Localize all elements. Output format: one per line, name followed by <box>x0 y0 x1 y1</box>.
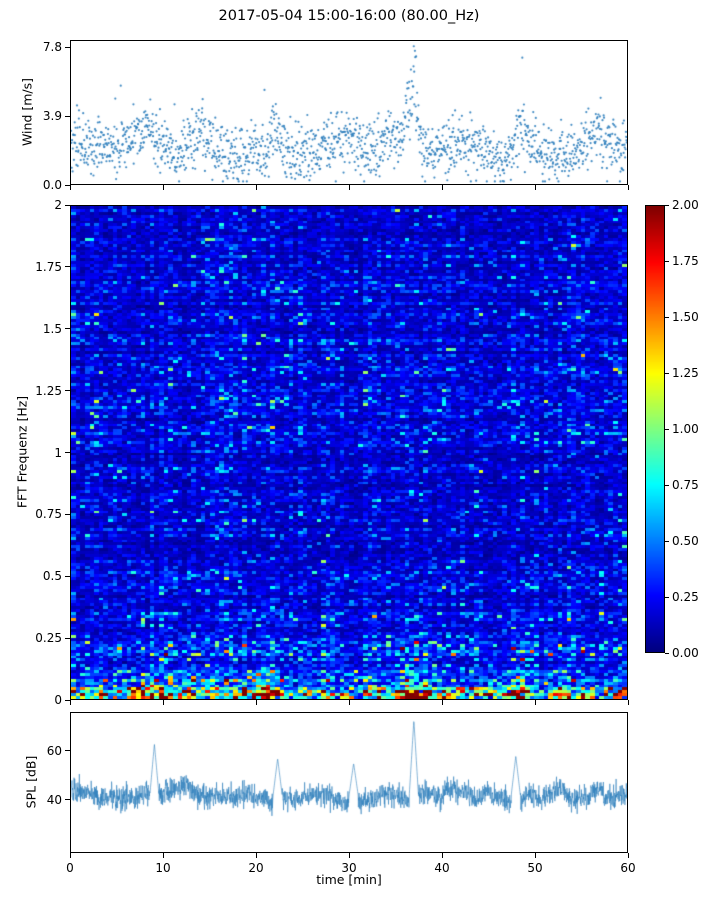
x-tick-label: 50 <box>527 861 543 875</box>
colorbar-tick-label: 1.25 <box>672 366 699 380</box>
y-tick-mark <box>65 184 70 186</box>
y-tick-mark <box>65 204 70 206</box>
y-tick-label: 0.25 <box>35 631 62 646</box>
x-tick-mark <box>69 185 71 190</box>
colorbar-tick-mark <box>665 428 669 430</box>
y-tick-mark <box>65 513 70 515</box>
x-tick-mark <box>534 700 536 705</box>
y-tick-label: 7.8 <box>42 40 62 55</box>
spectrogram-plot <box>70 205 628 700</box>
colorbar-tick-label: 0.75 <box>672 478 699 492</box>
y-tick-mark <box>65 266 70 268</box>
y-tick-label: 0.5 <box>42 569 62 584</box>
colorbar-tick-mark <box>665 260 669 262</box>
wind-scatter-canvas <box>71 41 627 184</box>
x-tick-label: 20 <box>248 861 264 875</box>
y-tick-label: 1.75 <box>35 259 62 274</box>
colorbar-tick-mark <box>665 652 669 654</box>
y-tick-label: 0.75 <box>35 507 62 522</box>
colorbar-tick-mark <box>665 596 669 598</box>
x-tick-mark <box>441 700 443 705</box>
colorbar-canvas <box>646 206 664 652</box>
y-tick-label: 1.25 <box>35 383 62 398</box>
y-tick-mark <box>65 799 70 801</box>
x-tick-mark <box>627 853 629 858</box>
spl-line-canvas <box>71 713 627 852</box>
x-tick-mark <box>69 700 71 705</box>
spl-y-axis-label: SPL [dB] <box>23 755 39 809</box>
x-tick-mark <box>348 853 350 858</box>
colorbar-tick-label: 0.50 <box>672 534 699 548</box>
colorbar-tick-mark <box>665 484 669 486</box>
colorbar-tick-mark <box>665 540 669 542</box>
y-tick-mark <box>65 575 70 577</box>
x-tick-mark <box>627 700 629 705</box>
x-tick-mark <box>255 700 257 705</box>
x-tick-mark <box>162 853 164 858</box>
x-tick-mark <box>627 185 629 190</box>
x-tick-mark <box>255 853 257 858</box>
x-tick-mark <box>348 185 350 190</box>
figure-title: 2017-05-04 15:00-16:00 (80.00_Hz) <box>218 8 480 24</box>
y-tick-label: 2 <box>54 198 62 212</box>
x-tick-label: 0 <box>66 861 74 875</box>
y-tick-mark <box>65 115 70 117</box>
x-tick-mark <box>441 853 443 858</box>
x-axis-label: time [min] <box>316 872 382 887</box>
y-tick-mark <box>65 750 70 752</box>
colorbar-tick-label: 2.00 <box>672 198 699 212</box>
colorbar-tick-label: 1.00 <box>672 422 699 436</box>
wind-scatter-plot <box>70 40 628 185</box>
x-tick-label: 30 <box>341 861 357 875</box>
x-tick-mark <box>162 185 164 190</box>
colorbar-tick-mark <box>665 204 669 206</box>
y-tick-label: 0 <box>54 693 62 707</box>
spectrogram-canvas <box>71 206 627 699</box>
spectrogram-y-axis-label: FFT Frequenz [Hz] <box>14 395 30 509</box>
y-tick-label: 1 <box>54 445 62 460</box>
y-tick-mark <box>65 46 70 48</box>
colorbar <box>645 205 665 653</box>
y-tick-label: 60 <box>46 743 62 758</box>
x-tick-label: 60 <box>620 861 636 875</box>
x-tick-mark <box>534 185 536 190</box>
wind-y-axis-label: Wind [m/s] <box>19 77 35 147</box>
colorbar-tick-label: 1.50 <box>672 310 699 324</box>
colorbar-tick-label: 0.00 <box>672 646 699 660</box>
x-tick-label: 40 <box>434 861 450 875</box>
colorbar-tick-label: 1.75 <box>672 254 699 268</box>
y-tick-label: 1.5 <box>42 321 62 336</box>
spl-line-plot <box>70 712 628 853</box>
x-tick-mark <box>348 700 350 705</box>
x-tick-mark <box>441 185 443 190</box>
y-tick-label: 3.9 <box>42 109 62 124</box>
y-tick-mark <box>65 699 70 701</box>
colorbar-tick-mark <box>665 316 669 318</box>
y-tick-mark <box>65 390 70 392</box>
y-tick-label: 40 <box>46 792 62 807</box>
x-tick-label: 10 <box>155 861 171 875</box>
x-tick-mark <box>69 853 71 858</box>
x-tick-mark <box>162 700 164 705</box>
y-tick-mark <box>65 452 70 453</box>
y-tick-label: 0.0 <box>42 178 62 192</box>
x-tick-mark <box>255 185 257 190</box>
x-tick-mark <box>534 853 536 858</box>
y-tick-mark <box>65 328 70 330</box>
colorbar-tick-label: 0.25 <box>672 590 699 604</box>
colorbar-tick-mark <box>665 372 669 374</box>
y-tick-mark <box>65 637 70 639</box>
